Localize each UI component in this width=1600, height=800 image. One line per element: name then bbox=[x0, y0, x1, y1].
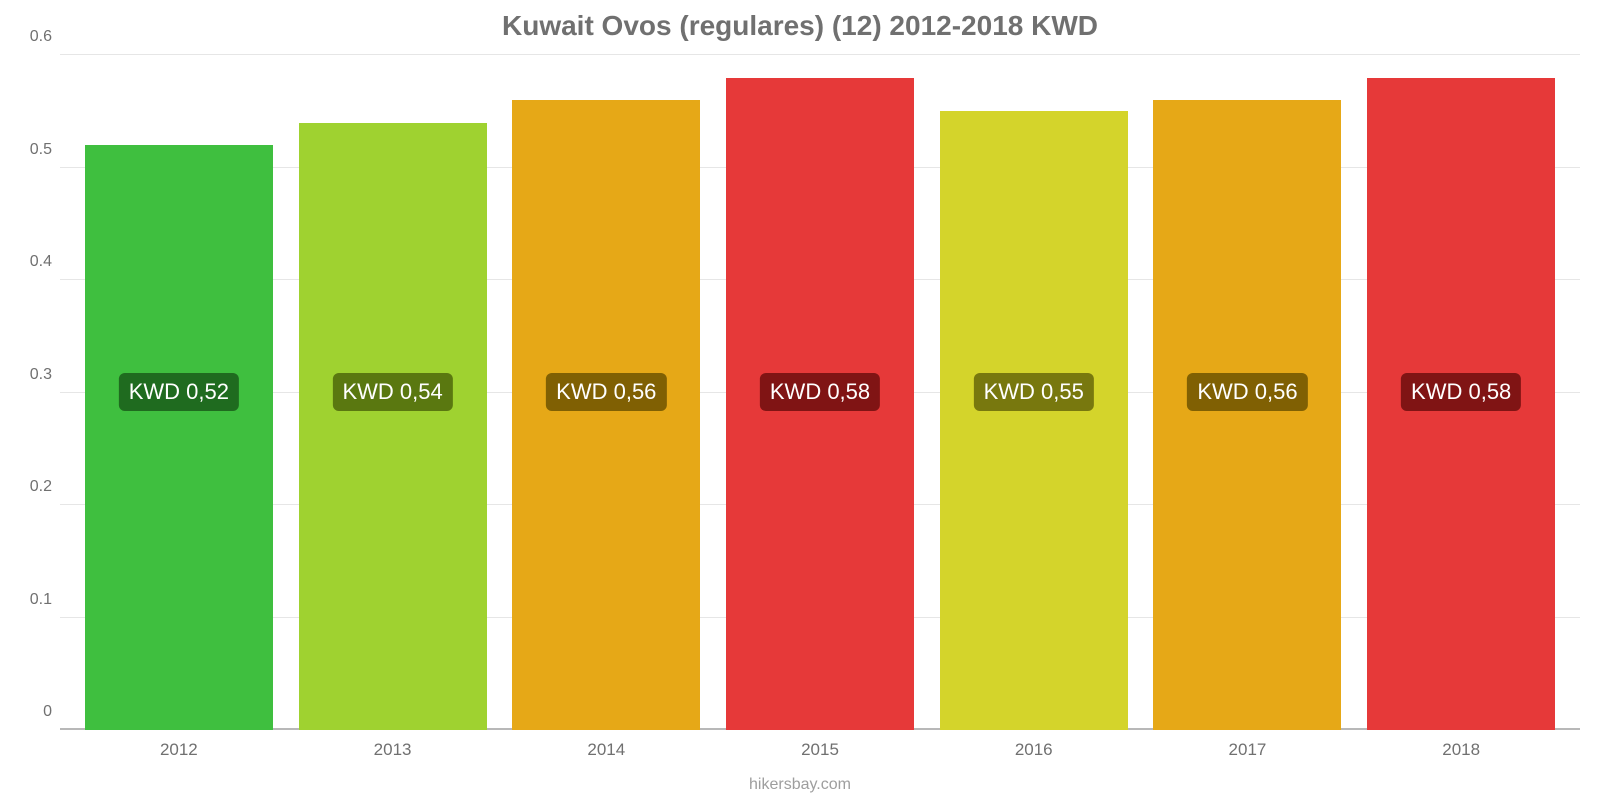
value-badge: KWD 0,54 bbox=[332, 373, 452, 411]
bar-chart: Kuwait Ovos (regulares) (12) 2012-2018 K… bbox=[0, 0, 1600, 800]
chart-title: Kuwait Ovos (regulares) (12) 2012-2018 K… bbox=[0, 10, 1600, 42]
y-tick-label: 0.6 bbox=[12, 28, 52, 46]
bar-column: 2018 KWD 0,58 bbox=[1354, 55, 1568, 730]
value-badge: KWD 0,58 bbox=[1401, 373, 1521, 411]
chart-footer: hikersbay.com bbox=[0, 776, 1600, 794]
bars-container: 2012 KWD 0,52 2013 KWD 0,54 2014 KWD 0,5… bbox=[60, 55, 1580, 730]
bar-column: 2017 KWD 0,56 bbox=[1141, 55, 1355, 730]
x-tick-label: 2014 bbox=[587, 740, 625, 760]
bar-column: 2012 KWD 0,52 bbox=[72, 55, 286, 730]
bar-column: 2013 KWD 0,54 bbox=[286, 55, 500, 730]
value-badge: KWD 0,58 bbox=[760, 373, 880, 411]
bar-2014 bbox=[512, 100, 700, 730]
y-tick-label: 0.4 bbox=[12, 253, 52, 271]
bar-2012 bbox=[85, 145, 273, 730]
bar-2016 bbox=[940, 111, 1128, 730]
value-badge: KWD 0,56 bbox=[1187, 373, 1307, 411]
bar-column: 2016 KWD 0,55 bbox=[927, 55, 1141, 730]
bar-2017 bbox=[1153, 100, 1341, 730]
y-tick-label: 0.1 bbox=[12, 591, 52, 609]
x-tick-label: 2018 bbox=[1442, 740, 1480, 760]
x-tick-label: 2012 bbox=[160, 740, 198, 760]
value-badge: KWD 0,52 bbox=[119, 373, 239, 411]
y-tick-label: 0.3 bbox=[12, 366, 52, 384]
x-tick-label: 2017 bbox=[1229, 740, 1267, 760]
bar-column: 2014 KWD 0,56 bbox=[499, 55, 713, 730]
bar-2013 bbox=[299, 123, 487, 731]
y-tick-label: 0.5 bbox=[12, 141, 52, 159]
x-tick-label: 2013 bbox=[374, 740, 412, 760]
plot-area: 0 0.1 0.2 0.3 0.4 0.5 0.6 2012 KWD 0,52 … bbox=[60, 55, 1580, 730]
x-tick-label: 2016 bbox=[1015, 740, 1053, 760]
x-tick-label: 2015 bbox=[801, 740, 839, 760]
bar-column: 2015 KWD 0,58 bbox=[713, 55, 927, 730]
value-badge: KWD 0,55 bbox=[974, 373, 1094, 411]
y-tick-label: 0.2 bbox=[12, 478, 52, 496]
y-tick-label: 0 bbox=[12, 703, 52, 721]
value-badge: KWD 0,56 bbox=[546, 373, 666, 411]
